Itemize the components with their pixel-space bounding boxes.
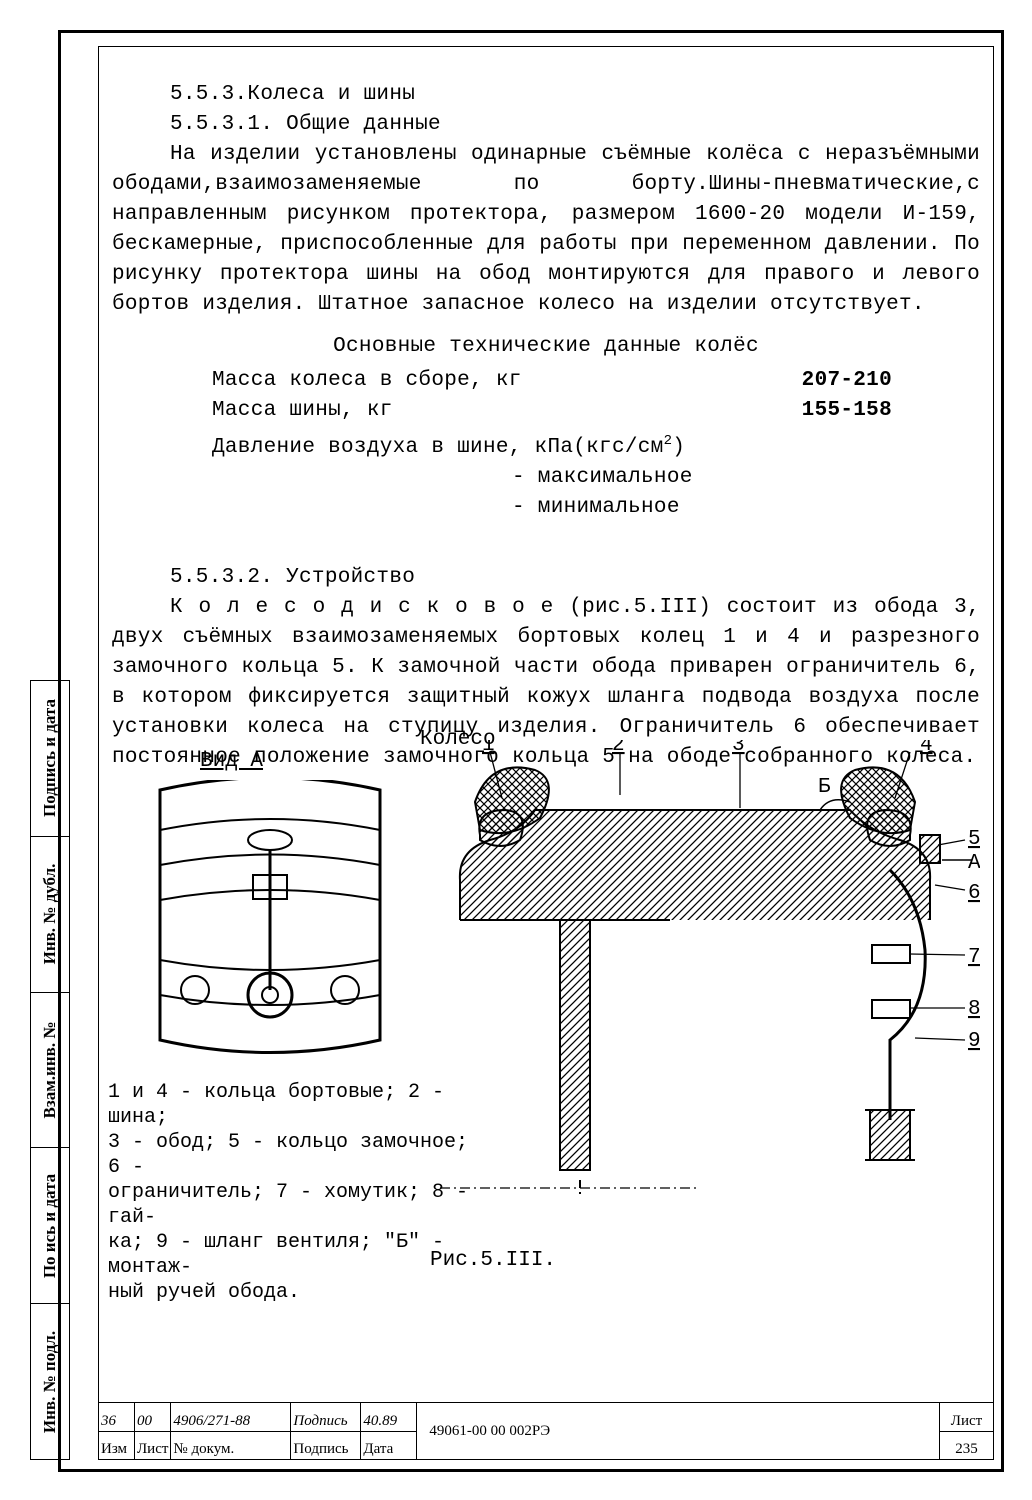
pressure-text: Давление воздуха в шине, кПа(кгс/см (212, 436, 664, 459)
spec-subrow: - максимальное 200(2) (212, 463, 980, 493)
spec-block: Основные технические данные колёс Масса … (112, 332, 980, 553)
view-a-drawing (140, 780, 400, 1070)
callout: 7 (968, 946, 980, 969)
rev-cell: Инв. № подл. (30, 1303, 70, 1460)
body-text: 5.5.3.Колеса и шины 5.5.3.1. Общие данны… (112, 80, 980, 773)
heading-5-5-3-2: 5.5.3.2. Устройство (112, 563, 980, 593)
spec-subrow: - минимальное 50 (0,5) (212, 493, 980, 553)
rev-cell: Подпись и дата (30, 680, 70, 836)
rev-label: Инв. № дубл. (40, 845, 60, 983)
heading-5-5-3-1: 5.5.3.1. Общие данные (112, 110, 980, 140)
spec-sublabel: - максимальное (512, 463, 1032, 493)
tb-cell: 00 (135, 1403, 171, 1432)
spec-value: 155-158 (772, 396, 892, 426)
spec-label: Давление воздуха в шине, кПа(кгс/см2) (212, 426, 772, 463)
figure-area: Колесо Вид А (100, 740, 990, 1280)
rev-cell: Инв. № дубл. (30, 836, 70, 992)
callout-B: Б (818, 776, 831, 799)
callout: 4 (920, 740, 933, 757)
spec-row: Масса колеса в сборе, кг 207-210 (212, 366, 980, 396)
spec-label: Масса шины, кг (212, 396, 772, 426)
callout: 2 (612, 740, 625, 757)
page: Инв. № подл. По ись и дата Взам.инв. № И… (0, 0, 1032, 1500)
tb-cell: Подпись (291, 1403, 361, 1432)
rev-label: По ись и дата (40, 1157, 60, 1295)
spec-title: Основные технические данные колёс (112, 332, 980, 362)
tb-cell: 36 (99, 1403, 135, 1432)
doc-number: 49061-00 00 002РЭ (417, 1403, 940, 1460)
tb-header: Лист (135, 1431, 171, 1460)
pressure-close: ) (672, 436, 685, 459)
rev-label: Инв. № подл. (40, 1313, 60, 1451)
spec-label: Масса колеса в сборе, кг (212, 366, 772, 396)
spaced-lead: К о л е с о д и с к о в о е (170, 596, 554, 619)
callout: 1 (482, 740, 495, 757)
spec-sublabel: - минимальное (512, 493, 1032, 553)
tb-cell: 40.89 (361, 1403, 417, 1432)
tb-cell: 4906/271-88 (171, 1403, 291, 1432)
rev-label: Подпись и дата (40, 689, 60, 827)
callout: 9 (968, 1030, 980, 1053)
spec-row: Масса шины, кг 155-158 (212, 396, 980, 426)
spec-value: 207-210 (772, 366, 892, 396)
pressure-sup: 2 (664, 433, 673, 449)
heading-5-5-3: 5.5.3.Колеса и шины (112, 80, 980, 110)
rev-label: Взам.инв. № (40, 1001, 60, 1139)
tb-header: Изм (99, 1431, 135, 1460)
rev-cell: Взам.инв. № (30, 992, 70, 1148)
spec-row-pressure: Давление воздуха в шине, кПа(кгс/см2) (212, 426, 980, 463)
callout-A: А (968, 852, 980, 875)
tb-header: Подпись (291, 1431, 361, 1460)
callout: 3 (732, 740, 745, 757)
tb-header: № докум. (171, 1431, 291, 1460)
wheel-section-drawing: 1 2 3 4 5 А 6 7 8 9 Б (420, 740, 980, 1200)
sheet-number: 235 (940, 1431, 994, 1460)
callout: 6 (968, 882, 980, 905)
callout: 8 (968, 998, 980, 1021)
title-block-table: 36 00 4906/271-88 Подпись 40.89 49061-00… (98, 1402, 994, 1460)
rev-cell: По ись и дата (30, 1147, 70, 1303)
sheet-label: Лист (940, 1403, 994, 1432)
para-general: На изделии установлены одинарные съёмные… (112, 140, 980, 320)
figure-number: Рис.5.III. (430, 1249, 556, 1272)
callout: 5 (968, 828, 980, 851)
revision-strip: Инв. № подл. По ись и дата Взам.инв. № И… (30, 680, 70, 1460)
view-a-label: Вид А (200, 750, 263, 773)
tb-header: Дата (361, 1431, 417, 1460)
title-block: 36 00 4906/271-88 Подпись 40.89 49061-00… (98, 1402, 994, 1460)
